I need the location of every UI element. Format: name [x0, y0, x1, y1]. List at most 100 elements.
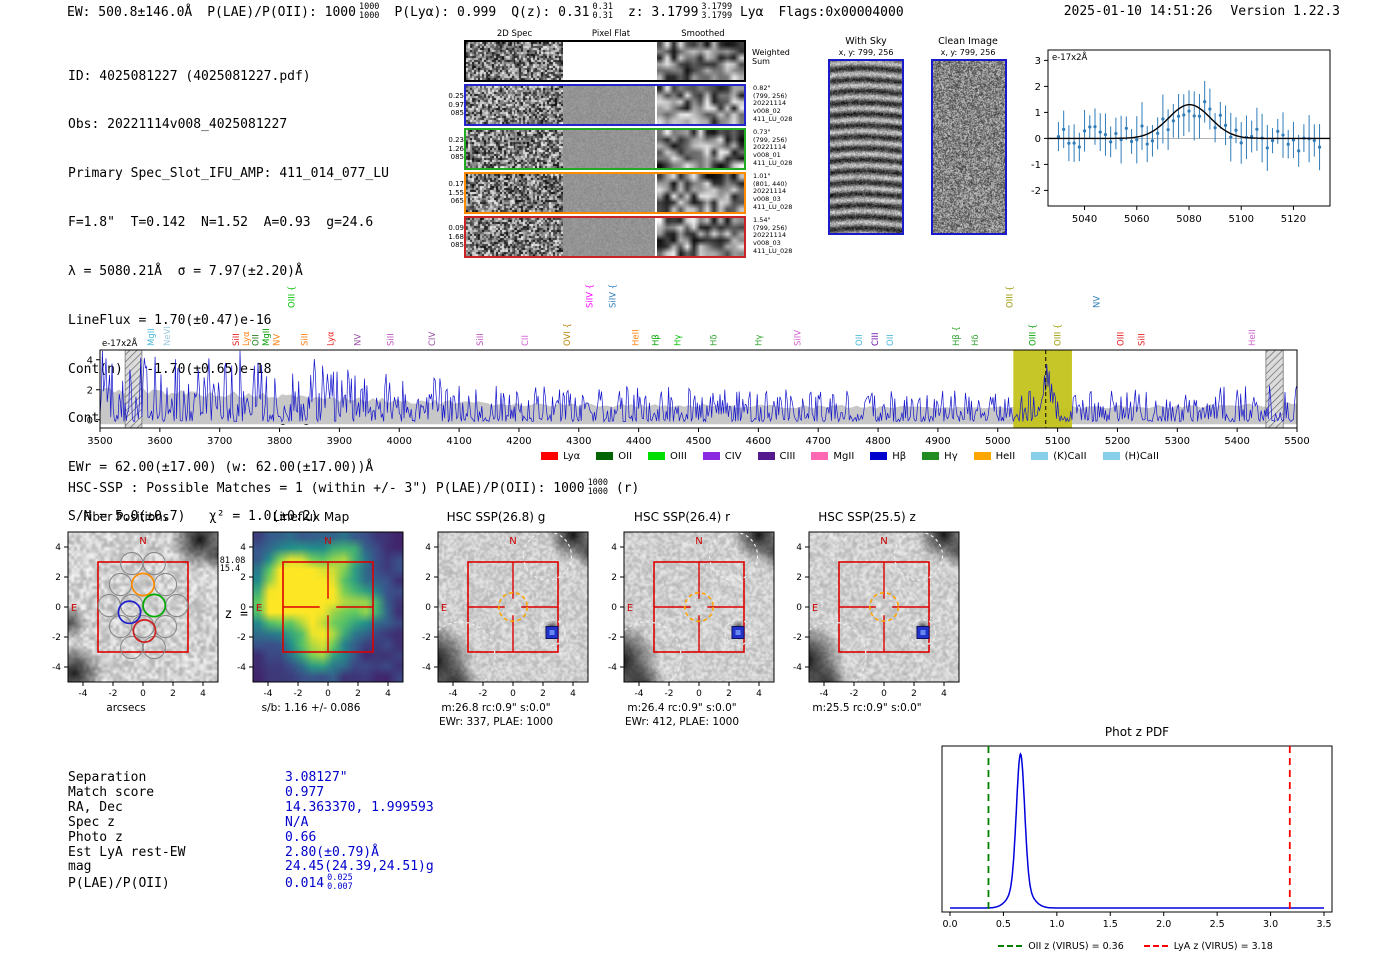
fiber-weight-value: 085	[450, 109, 464, 118]
x-tick-label: 4400	[626, 436, 651, 447]
data-point	[1255, 127, 1259, 131]
y-tick-label: 0	[611, 603, 617, 613]
emission-line-label: SiIV {	[608, 284, 618, 308]
emission-line-label: HeII	[1248, 329, 1258, 346]
x-tick-label: 4500	[686, 436, 711, 447]
fiber-meta-line: v008_02	[753, 106, 781, 115]
data-point	[1088, 125, 1092, 129]
legend-item: Hβ	[870, 451, 906, 462]
data-point	[1176, 114, 1181, 118]
data-point	[1270, 139, 1275, 143]
mask-circle	[438, 621, 496, 682]
pixel-flat-image	[563, 86, 655, 124]
cutout-panel-lineflux-1: Lineflux Map N E -4 -4 -2 -2 0 0 2 2 4 4 s/b: 1.16 +/…	[216, 510, 406, 732]
panel-sublabel: m:25.5 rc:0.9" s:0.0"	[812, 702, 922, 714]
legend-item: Lyα	[541, 451, 580, 462]
plot-frame	[941, 745, 1333, 913]
report-datetime: 2025-01-10 14:51:26	[1063, 4, 1213, 19]
emission-line-label: Hγ	[754, 335, 764, 346]
compass-north-label: N	[880, 536, 887, 547]
clipped-shapes	[624, 532, 759, 682]
data-point	[1072, 141, 1076, 145]
fiber-circle	[153, 572, 178, 597]
smoothed-image	[657, 86, 744, 124]
y-tick-label: 0	[87, 415, 93, 426]
p-lya-value: P(Lyα): 0.999	[394, 5, 497, 20]
y-tick-label: -1	[1031, 160, 1041, 171]
column-header-pixel-flat: Pixel Flat	[591, 29, 631, 39]
panel-frame	[252, 531, 404, 683]
mask-circle	[909, 619, 937, 646]
data-point	[1077, 145, 1081, 149]
x-tick-label: 4800	[865, 436, 890, 447]
data-point	[1187, 109, 1191, 113]
data-point	[1171, 119, 1175, 123]
fiber-row-weights: 0.09 1.68 085	[438, 216, 464, 258]
data-point	[1218, 113, 1222, 117]
fiber-weight-value: 085	[450, 153, 464, 162]
x-tick-label: 5500	[1284, 436, 1309, 447]
x-tick-label: 4	[756, 689, 762, 699]
fiber-circle	[165, 593, 189, 618]
smoothed-image	[657, 174, 744, 212]
x-tick-label: 4	[200, 689, 206, 699]
clipped-shapes	[809, 532, 944, 682]
y-tick-label: -4	[237, 663, 246, 673]
panel-title: Lineflux Map	[272, 510, 350, 524]
x-tick-label: 0	[325, 689, 331, 699]
emission-line-label: MgII	[147, 328, 157, 346]
match-field-label: Match score	[68, 784, 155, 800]
pixel-flat-image	[563, 130, 655, 168]
photz-legend-item: OII z (VIRUS) = 0.36	[998, 941, 1124, 952]
qz-uncertainty: 0.31 0.31	[592, 2, 613, 21]
2d-spec-image	[466, 130, 563, 168]
x-tick-label: 5040	[1072, 214, 1097, 225]
2d-spec-image	[466, 42, 563, 80]
flux-units-label: e-17x2Å	[102, 337, 138, 349]
x-tick-label: 3900	[327, 436, 352, 447]
match-table-row: Match score 0.977	[68, 784, 434, 801]
fiber-meta-line: 411_LU_028	[753, 114, 793, 123]
flags-value: Flags:0x00004000	[778, 5, 904, 20]
photz-title: Phot z PDF	[1105, 725, 1169, 739]
x-tick-label: -4	[635, 689, 644, 699]
x-tick-label: 5000	[985, 436, 1010, 447]
info-wavelength: λ = 5080.21Å σ = 7.97(±2.20)Å	[68, 264, 303, 280]
emission-line-label: SiIV {	[586, 284, 596, 308]
emission-line-label: Hβ {	[952, 326, 962, 346]
fiber-circle	[120, 593, 144, 618]
emission-line-label: SiII	[232, 333, 242, 346]
x-tick-label: 5060	[1124, 214, 1149, 225]
legend-swatch	[541, 452, 559, 460]
x-tick-label: 4300	[566, 436, 591, 447]
fiber-circle	[142, 635, 166, 660]
data-point	[1234, 128, 1238, 132]
data-point	[1067, 141, 1071, 145]
pixel-flat-image	[563, 218, 655, 256]
pixel-flat-image	[563, 174, 655, 212]
legend-swatch	[973, 452, 991, 460]
fiber-meta-line: 20221114	[753, 187, 787, 196]
y-tick-label: 2	[1035, 82, 1041, 93]
data-point	[1208, 107, 1212, 111]
fiber-meta-line: 1.01"	[753, 172, 771, 180]
matched-source-core	[549, 630, 555, 635]
emission-line-label: NV	[353, 334, 363, 346]
lineflux-image	[253, 532, 403, 682]
match-field-value: 0.977	[285, 784, 325, 800]
pixel-flat-image	[563, 42, 655, 80]
match-field-value: 24.45(24.39,24.51)g	[285, 859, 434, 875]
fiber-meta-line: v008_01	[753, 150, 781, 159]
y-tick-label: -2	[793, 633, 802, 643]
data-point	[1062, 127, 1066, 131]
y-tick-label: -2	[1031, 186, 1041, 197]
fiber-weight-value: 1.26	[448, 144, 464, 153]
spectrum-legend: Lyα OII OIII CIV CIII MgII Hβ Hγ HeII (K)CaII (H)C…	[400, 445, 1300, 464]
fiber-cutout-row	[464, 84, 746, 126]
data-point	[1291, 138, 1296, 142]
fiber-row-weights: 0.17 1.55 065	[438, 172, 464, 214]
pixel-flat-image	[563, 130, 655, 168]
legend-swatch	[1031, 452, 1049, 460]
y-tick-label: 2	[425, 573, 431, 583]
legend-swatch	[922, 452, 940, 460]
